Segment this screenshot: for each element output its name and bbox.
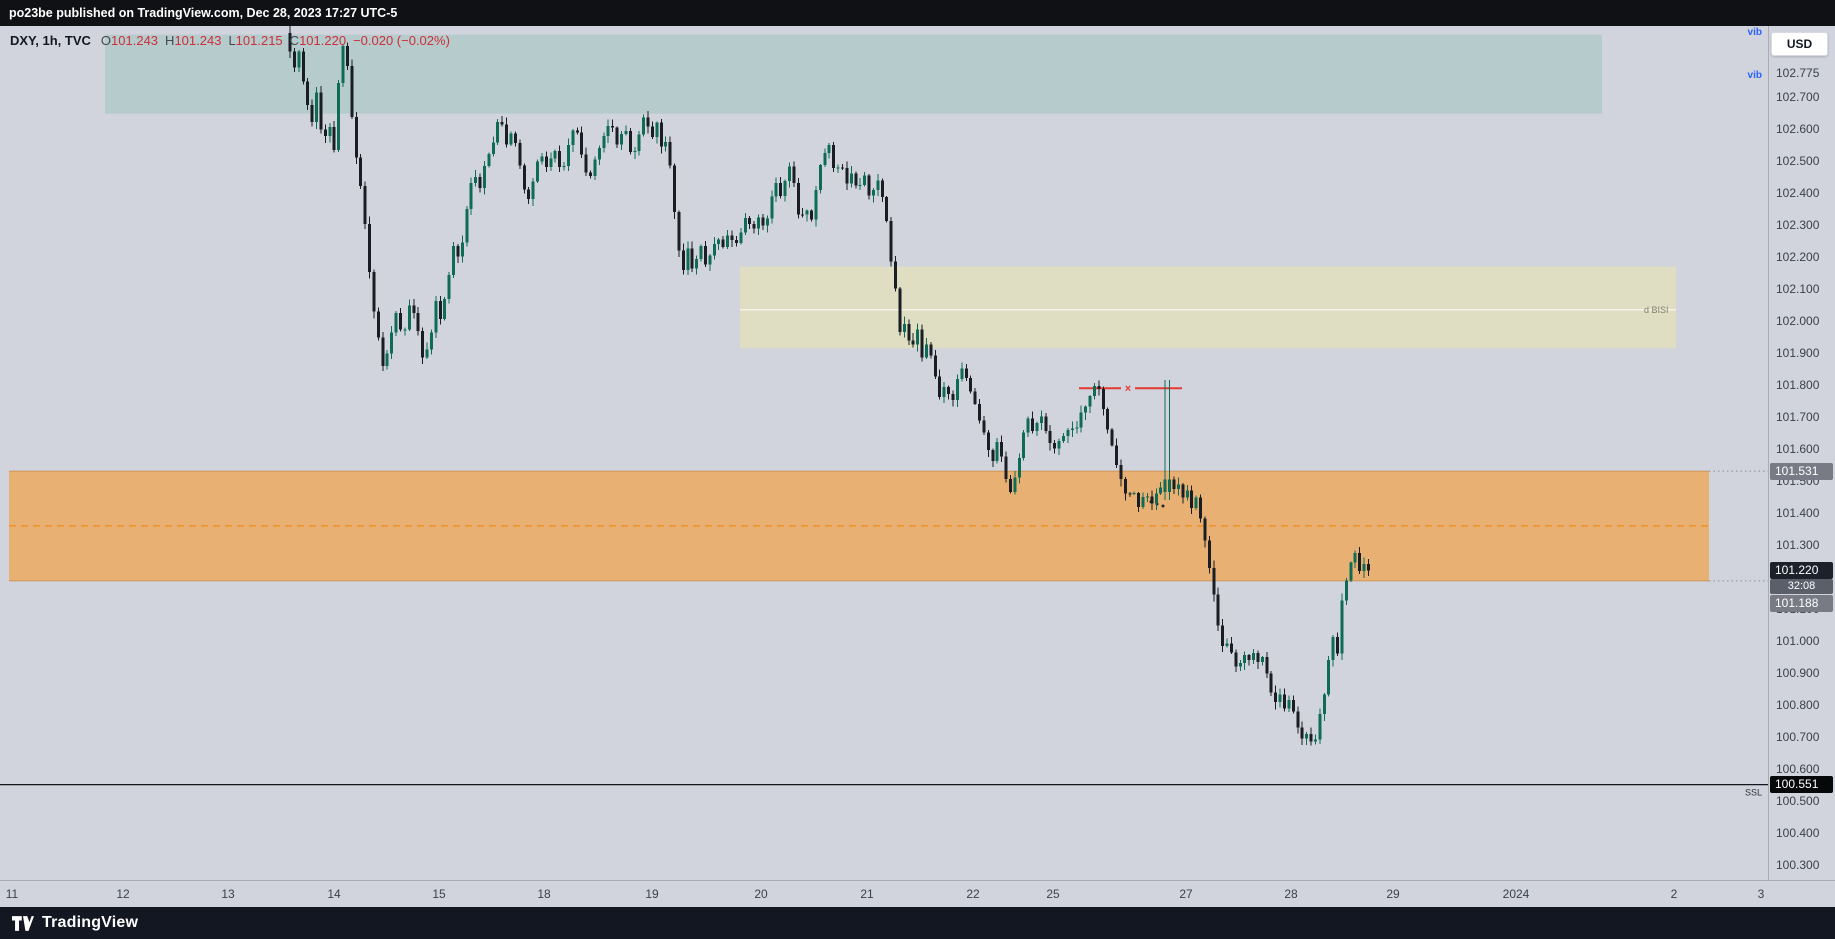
time-axis-label: 27 — [1179, 887, 1193, 901]
indicator-label-vib-1[interactable]: vib — [1747, 27, 1762, 38]
price-tick-label: 101.400 — [1776, 505, 1820, 520]
dot-annotation-3 — [1161, 504, 1165, 508]
price-tick-label: 102.100 — [1776, 282, 1820, 296]
time-axis-label: 12 — [116, 887, 130, 901]
price-axis[interactable]: 102.775 102.700 102.600 102.500 102.400 102.3… — [1768, 26, 1835, 880]
x-marker-glyph: × — [1125, 383, 1131, 395]
price-tick-label: 100.800 — [1776, 697, 1820, 712]
d-bisi-zone-label: d BISI — [1644, 305, 1669, 315]
price-tick-label: 102.300 — [1776, 218, 1820, 233]
chart-plot[interactable]: d BISI SSL × — [0, 26, 1768, 880]
time-axis-label: 21 — [860, 887, 874, 901]
time-axis-label: 28 — [1284, 887, 1298, 901]
ssl-line-label: SSL — [1745, 788, 1762, 798]
ohlc-open: O 101.243 — [100, 33, 159, 48]
price-tick-label: 102.600 — [1776, 122, 1820, 137]
time-axis-label: 22 — [966, 887, 980, 901]
price-tick-label: 101.000 — [1776, 633, 1820, 648]
price-tick-label: 100.600 — [1776, 761, 1820, 776]
time-axis-label: 14 — [327, 887, 341, 901]
bottom-bar: TradingView — [0, 907, 1835, 939]
price-tick-label: 102.400 — [1776, 186, 1820, 201]
time-axis-label: 18 — [537, 887, 551, 901]
countdown-badge: 32:08 — [1770, 579, 1833, 595]
price-tick-label: 100.400 — [1776, 825, 1820, 840]
price-tick-label: 102.700 — [1776, 90, 1820, 105]
ohlc-close: C 101.220 — [289, 33, 347, 48]
time-axis-label: 2 — [1670, 887, 1678, 901]
price-tick-label: 101.300 — [1776, 537, 1820, 552]
zone-top-price-badge: 101.531 — [1770, 462, 1833, 480]
price-tick-label: 102.000 — [1776, 314, 1820, 328]
time-axis-label: 15 — [432, 887, 446, 901]
supply-zone[interactable] — [105, 34, 1602, 114]
publish-banner: po23be published on TradingView.com, Dec… — [0, 0, 1835, 26]
time-axis-label: 3 — [1757, 887, 1765, 901]
price-tick-label: 101.900 — [1776, 346, 1820, 360]
zones-layer: d BISI — [9, 34, 1709, 582]
symbol-title[interactable]: DXY, 1h, TVC — [10, 33, 91, 48]
time-axis-label: 25 — [1046, 887, 1060, 901]
tradingview-wordmark[interactable]: TradingView — [42, 914, 139, 931]
price-tick-label: 102.775 — [1776, 66, 1820, 81]
time-axis-label: 2024 — [1502, 887, 1530, 901]
last-price-badge: 101.220 — [1770, 562, 1833, 580]
time-axis-label: 20 — [754, 887, 768, 901]
d-bisi-zone[interactable] — [740, 266, 1676, 349]
time-axis-label: 29 — [1386, 887, 1400, 901]
ohlc-low: L 101.215 — [228, 33, 283, 48]
tradingview-logo-icon[interactable] — [12, 915, 34, 931]
price-tick-label: 101.800 — [1776, 378, 1820, 392]
ohlc-high: H 101.243 — [165, 33, 222, 48]
price-tick-label: 100.700 — [1776, 729, 1820, 744]
price-change: −0.020 (−0.02%) — [353, 33, 450, 48]
time-axis-label: 19 — [645, 887, 659, 901]
time-axis-label: 13 — [221, 887, 235, 901]
time-axis-label: 11 — [5, 887, 19, 901]
price-tick-label: 102.500 — [1776, 154, 1820, 169]
zone-bottom-price-badge: 101.188 — [1770, 595, 1833, 613]
ssl-price-badge: 100.551 — [1770, 776, 1833, 794]
price-tick-label: 101.700 — [1776, 410, 1820, 424]
publish-banner-text: po23be published on TradingView.com, Dec… — [9, 6, 398, 20]
price-tick-label: 100.300 — [1776, 857, 1820, 872]
ohlc-header: DXY, 1h, TVC O 101.243 H 101.243 L 101.215 … — [10, 33, 450, 48]
time-axis[interactable]: 11 12 13 14 15 18 19 20 21 22 25 27 28 29 2024 2 3 — [0, 880, 1835, 907]
price-tick-label: 102.200 — [1776, 250, 1820, 265]
price-tick-label: 101.600 — [1776, 442, 1820, 456]
price-tick-label: 100.900 — [1776, 665, 1820, 680]
chart-region: d BISI SSL × DXY, 1h, TVC O 101.243 H 101.24… — [0, 26, 1835, 907]
candlestick-series — [288, 26, 1370, 746]
price-tick-label: 100.500 — [1776, 793, 1820, 808]
currency-button[interactable]: USD — [1771, 32, 1828, 56]
indicator-label-vib-2[interactable]: vib — [1747, 70, 1762, 81]
